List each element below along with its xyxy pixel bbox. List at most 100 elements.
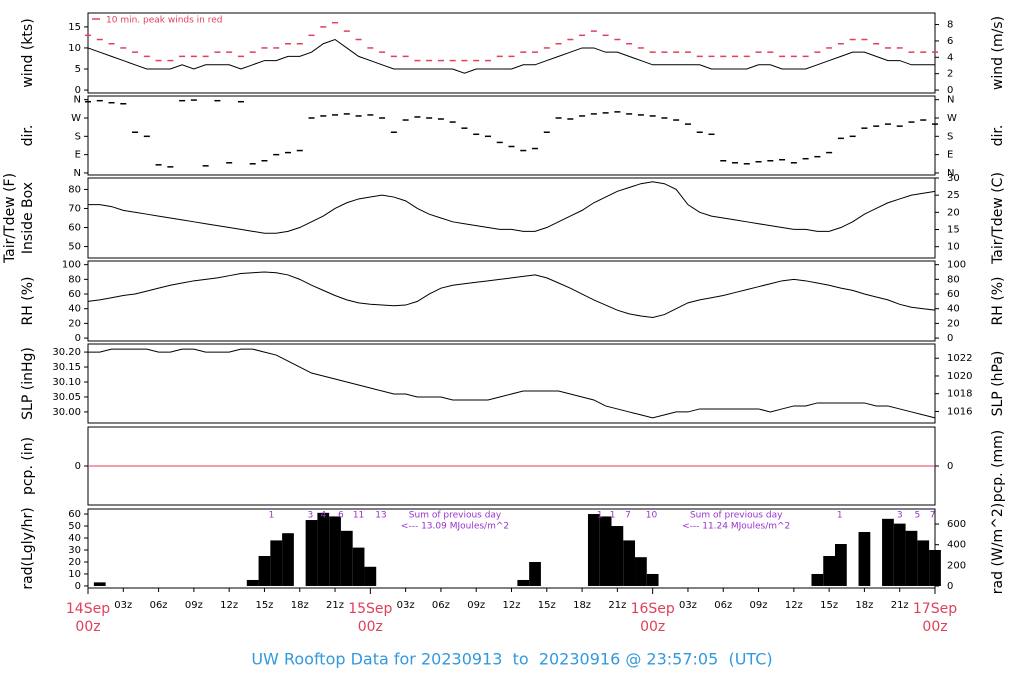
y-tick-label: 40 bbox=[68, 304, 81, 315]
y-tick-label: 100 bbox=[62, 260, 81, 271]
y2-tick-label: 15 bbox=[947, 225, 960, 236]
y-axis-label: Tair/Tdew (F) bbox=[2, 173, 18, 264]
chart-title: UW Rooftop Data for 20230913 to 20230916… bbox=[251, 650, 772, 669]
y2-tick-label: 0 bbox=[947, 333, 953, 344]
y2-tick-label: 25 bbox=[947, 190, 960, 201]
panel-frame bbox=[87, 12, 936, 94]
bar bbox=[352, 547, 365, 586]
y2-axis-label: rad (W/m^2) bbox=[990, 503, 1006, 594]
y2-axis-label: dir. bbox=[990, 125, 1006, 147]
x-tick-label: 21z bbox=[891, 600, 909, 611]
y-tick-label: 30.10 bbox=[52, 377, 81, 388]
y2-tick-label: 200 bbox=[947, 560, 966, 571]
y-tick-label: 60 bbox=[68, 289, 81, 300]
x-tick-label: 03z bbox=[114, 600, 132, 611]
x-tick-label: 18z bbox=[573, 600, 591, 611]
y-tick-label: W bbox=[71, 113, 81, 124]
day-sublabel: 00z bbox=[922, 619, 947, 635]
bar bbox=[917, 540, 930, 586]
top-label: 1 bbox=[269, 511, 275, 521]
note: Sum of previous day bbox=[409, 511, 502, 521]
y-tick-label: 0 bbox=[75, 461, 81, 472]
x-tick-label: 09z bbox=[467, 600, 485, 611]
y-axis-label: RH (%) bbox=[20, 277, 36, 326]
day-sublabel: 00z bbox=[358, 619, 383, 635]
panel-frame bbox=[87, 343, 936, 424]
top-label: 3 bbox=[307, 511, 313, 521]
bar bbox=[364, 566, 377, 586]
data-line bbox=[88, 181, 936, 234]
bar bbox=[317, 512, 330, 586]
bar bbox=[587, 514, 600, 586]
y2-tick-label: 10 bbox=[947, 242, 960, 253]
y2-tick-label: 20 bbox=[947, 318, 960, 329]
bar bbox=[282, 533, 294, 586]
y-tick-label: 20 bbox=[68, 318, 81, 329]
note: Sum of previous day bbox=[690, 511, 783, 521]
y2-tick-label: 2 bbox=[947, 69, 953, 80]
day-label: 14Sep bbox=[66, 601, 110, 617]
bar bbox=[258, 555, 271, 586]
x-tick-label: 12z bbox=[220, 600, 238, 611]
bar bbox=[823, 555, 836, 586]
y2-tick-label: E bbox=[947, 150, 953, 161]
y2-tick-label: W bbox=[947, 113, 957, 124]
bar bbox=[635, 557, 647, 586]
day-sublabel: 00z bbox=[640, 619, 665, 635]
y2-tick-label: N bbox=[947, 168, 954, 179]
y2-tick-label: 400 bbox=[947, 540, 966, 551]
y-tick-label: 30.00 bbox=[52, 407, 81, 418]
bar bbox=[517, 579, 530, 586]
bar bbox=[858, 532, 871, 586]
top-label: 7 bbox=[625, 511, 631, 521]
legend-label: 10 min. peak winds in red bbox=[106, 16, 223, 26]
y-tick-label: 60 bbox=[68, 223, 81, 234]
y2-tick-label: 1018 bbox=[947, 389, 972, 400]
top-label: 7 bbox=[930, 511, 936, 521]
x-tick-label: 15z bbox=[538, 600, 556, 611]
bar bbox=[270, 540, 283, 586]
data-line bbox=[87, 38, 935, 74]
day-sublabel: 00z bbox=[75, 619, 100, 635]
y-tick-label: 10 bbox=[68, 43, 81, 54]
x-tick-label: 03z bbox=[679, 600, 697, 611]
y-tick-label: 0 bbox=[75, 581, 81, 592]
bar bbox=[611, 526, 624, 586]
data-line bbox=[88, 348, 936, 419]
x-tick-label: 12z bbox=[785, 600, 803, 611]
bar bbox=[599, 516, 612, 586]
y-tick-label: 10 bbox=[68, 569, 81, 580]
bar bbox=[340, 530, 353, 586]
y-axis-label: rad(Lgly/hr) bbox=[20, 507, 36, 589]
day-label: 16Sep bbox=[631, 601, 675, 617]
y-tick-label: 70 bbox=[68, 203, 81, 214]
bar bbox=[882, 518, 894, 586]
y-tick-label: 60 bbox=[68, 509, 81, 520]
y-axis-label: Inside Box bbox=[20, 182, 36, 254]
y-tick-label: 5 bbox=[75, 64, 81, 75]
top-label: 11 bbox=[353, 511, 364, 521]
y-tick-label: E bbox=[75, 150, 81, 161]
y2-tick-label: 0 bbox=[947, 461, 953, 472]
x-tick-label: 03z bbox=[397, 600, 415, 611]
y-tick-label: 30 bbox=[68, 545, 81, 556]
y-axis-label: dir. bbox=[20, 125, 36, 147]
bar bbox=[811, 573, 824, 586]
bar bbox=[305, 520, 318, 586]
x-tick-label: 09z bbox=[750, 600, 768, 611]
x-tick-label: 06z bbox=[432, 600, 450, 611]
top-label: 1 bbox=[597, 511, 603, 521]
y2-tick-label: 0 bbox=[947, 85, 953, 96]
x-tick-label: 21z bbox=[608, 600, 626, 611]
y2-tick-label: 4 bbox=[947, 52, 953, 63]
y-tick-label: 40 bbox=[68, 533, 81, 544]
bar bbox=[623, 540, 636, 586]
bar bbox=[893, 523, 906, 586]
data-line bbox=[87, 271, 936, 319]
y-tick-label: 80 bbox=[68, 274, 81, 285]
bar bbox=[929, 549, 941, 586]
y2-tick-label: 600 bbox=[947, 519, 966, 530]
y2-axis-label: wind (m/s) bbox=[990, 16, 1006, 90]
bar bbox=[835, 544, 847, 586]
